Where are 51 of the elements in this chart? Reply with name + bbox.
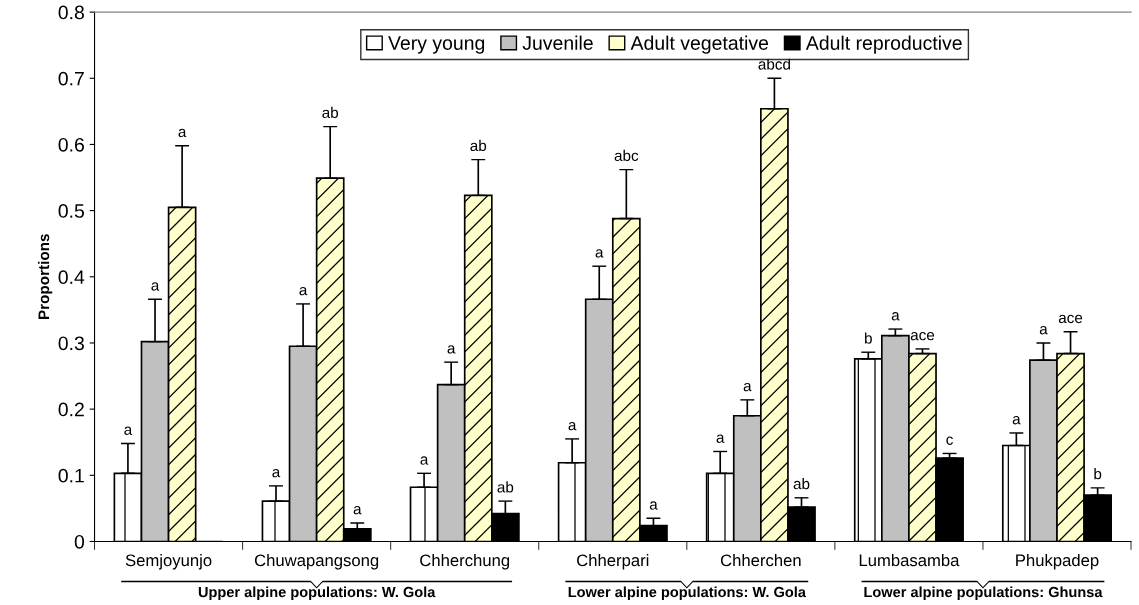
x-tick-label: Phukpadep <box>1016 553 1099 570</box>
annotation: a <box>420 456 429 465</box>
x-tick-label: Chherpari <box>577 553 649 570</box>
annotation: a <box>595 249 604 258</box>
legend-label: Adult vegetative <box>630 35 769 54</box>
annotation: a <box>716 434 725 443</box>
x-tick-label: Semjoyunjo <box>125 553 212 570</box>
y-tick-label: 0.5 <box>58 204 84 218</box>
annotation: ab <box>497 481 514 493</box>
y-tick-label: 0.7 <box>58 71 84 86</box>
y-tick-label: 0.8 <box>58 5 84 20</box>
legend-label: Juvenile <box>522 35 593 50</box>
annotation: b <box>1094 468 1102 480</box>
y-tick-label: 0 <box>74 534 85 549</box>
legend-label: Adult reproductive <box>805 35 962 54</box>
text: Lower alpine populations: W. Gola <box>568 586 807 601</box>
x-tick-label: Chherchung <box>420 553 510 570</box>
annotation: a <box>151 282 160 291</box>
y-tick-label: 0.6 <box>58 137 84 152</box>
x-tick-label: Chherchen <box>720 553 801 567</box>
annotation: abc <box>614 149 639 162</box>
legend-label: Very young <box>388 36 485 54</box>
annotation: a <box>353 506 362 515</box>
y-tick-label: 0.4 <box>58 270 85 285</box>
annotation: c <box>946 436 953 445</box>
annotation: a <box>124 426 133 435</box>
annotation: ab <box>793 478 810 490</box>
y-tick-label: 0.2 <box>58 402 84 417</box>
annotation: abcd <box>758 58 790 70</box>
y-tick-label: 0.3 <box>58 336 84 351</box>
annotation: ab <box>470 139 487 152</box>
annotation: a <box>568 421 577 431</box>
y-tick-label: 0.1 <box>58 468 84 483</box>
annotation: ace <box>1058 314 1083 324</box>
text: Lower alpine populations: Ghunsa <box>864 586 1103 601</box>
annotation: a <box>178 128 187 138</box>
annotation: ab <box>322 106 339 118</box>
annotation: a <box>1039 326 1048 335</box>
y-axis-title: Proportions <box>37 234 53 320</box>
x-tick-label: Lumbasamba <box>859 553 960 567</box>
annotation: a <box>272 468 281 478</box>
annotation: a <box>891 312 900 321</box>
annotation: a <box>743 382 752 392</box>
annotation: a <box>1012 416 1021 425</box>
annotation: a <box>649 501 658 510</box>
annotation: b <box>865 332 872 344</box>
annotation: a <box>299 286 308 296</box>
x-tick-label: Chuwapangsong <box>254 553 379 570</box>
annotation: a <box>447 345 456 354</box>
annotation: ace <box>910 331 935 341</box>
text: Upper alpine populations: W. Gola <box>198 586 436 601</box>
